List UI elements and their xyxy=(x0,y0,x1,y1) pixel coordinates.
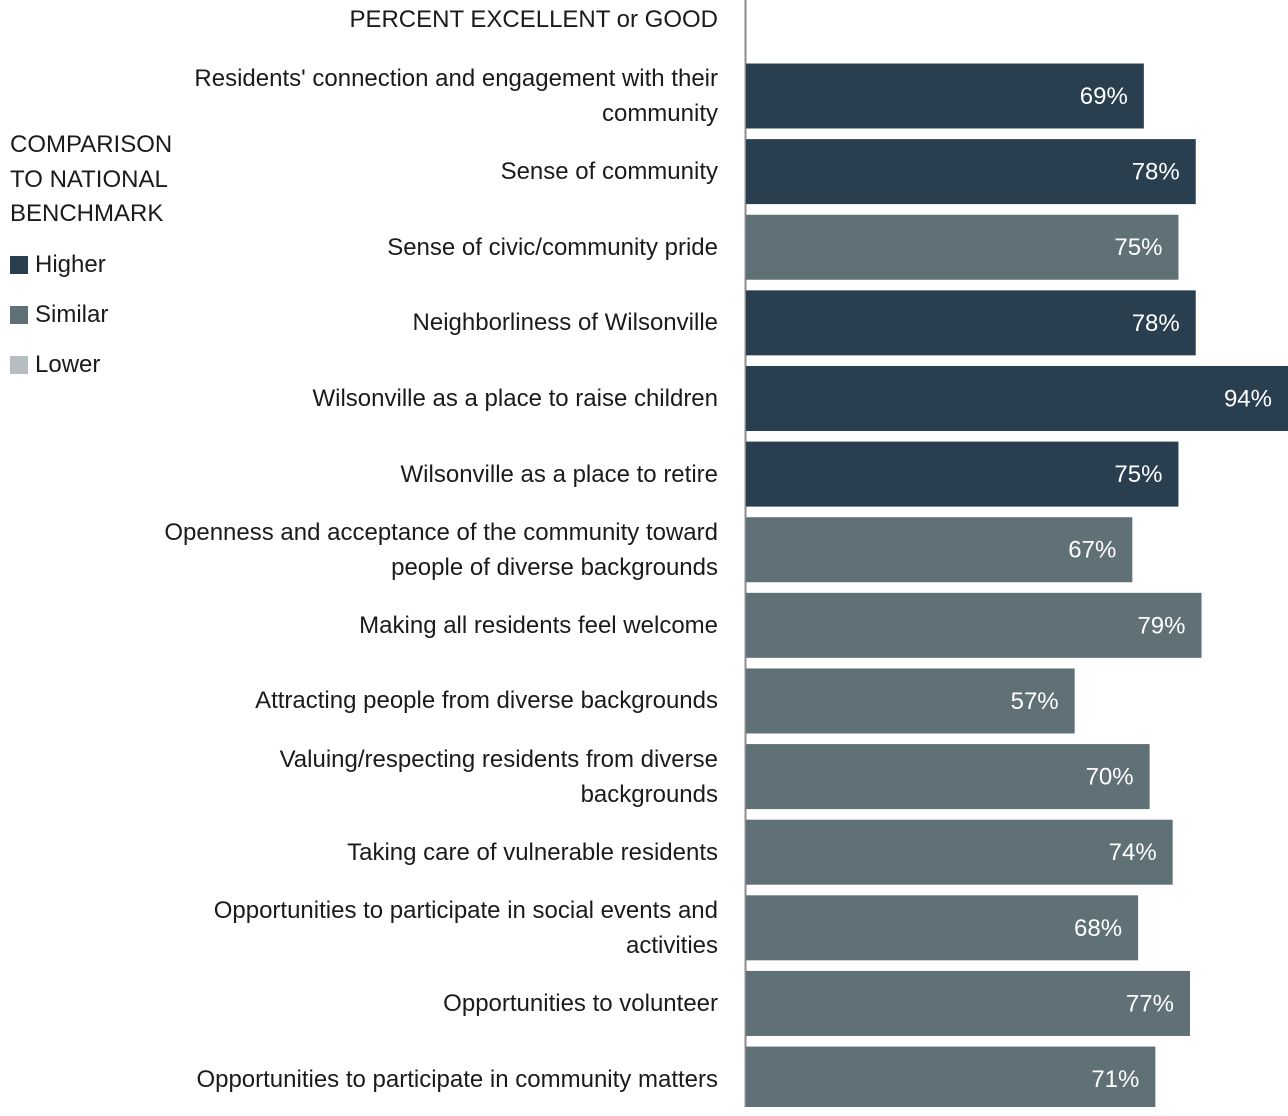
category-label-text: Wilsonville as a place to retire xyxy=(400,460,718,488)
bar xyxy=(746,1046,1156,1107)
category-label: Wilsonville as a place to retire xyxy=(150,437,718,511)
category-label-text: Valuing/respecting residents from divers… xyxy=(279,745,718,808)
bar xyxy=(746,139,1196,205)
category-label: Sense of civic/community pride xyxy=(150,210,718,284)
category-label-text: Sense of community xyxy=(500,158,718,186)
bar-value-label: 75% xyxy=(1114,461,1162,488)
category-label: Opportunities to participate in communit… xyxy=(150,1042,718,1116)
bar-value-label: 69% xyxy=(1080,83,1128,110)
chart-header-label: PERCENT EXCELLENT or GOOD xyxy=(349,6,718,33)
bar xyxy=(746,895,1139,961)
legend-swatch-similar xyxy=(10,305,28,324)
bar xyxy=(746,290,1196,356)
bar xyxy=(746,668,1075,734)
bar-value-label: 71% xyxy=(1091,1066,1139,1093)
category-label-text: Taking care of vulnerable residents xyxy=(347,838,718,866)
category-label: Sense of community xyxy=(150,135,718,209)
bar-value-label: 57% xyxy=(1011,688,1059,715)
bar-value-label: 68% xyxy=(1074,915,1122,942)
category-label: Valuing/respecting residents from divers… xyxy=(150,740,718,814)
bar xyxy=(746,441,1179,507)
bar xyxy=(746,970,1190,1036)
category-label-text: Residents' connection and engagement wit… xyxy=(194,65,718,127)
category-label: Making all residents feel welcome xyxy=(150,588,718,662)
bar-value-label: 78% xyxy=(1132,310,1180,337)
bar-value-label: 75% xyxy=(1114,234,1162,261)
legend-title: COMPARISON TO NATIONAL BENCHMARK xyxy=(10,131,173,227)
category-label-text: Opportunities to volunteer xyxy=(443,989,718,1017)
category-label-text: Opportunities to participate in social e… xyxy=(213,896,718,959)
legend: COMPARISON TO NATIONAL BENCHMARK Higher … xyxy=(10,128,180,390)
bar-value-label: 77% xyxy=(1126,990,1174,1017)
category-label: Wilsonville as a place to raise children xyxy=(150,361,718,435)
category-label-text: Openness and acceptance of the community… xyxy=(164,518,718,581)
legend-label-higher: Higher xyxy=(35,250,106,278)
category-label-text: Wilsonville as a place to raise children xyxy=(312,384,718,412)
category-label-text: Opportunities to participate in communit… xyxy=(196,1065,718,1093)
legend-swatch-higher xyxy=(10,255,28,274)
category-label: Residents' connection and engagement wit… xyxy=(150,59,718,133)
legend-item-higher: Higher xyxy=(10,240,180,290)
category-label: Opportunities to participate in social e… xyxy=(150,891,718,965)
legend-label-similar: Similar xyxy=(35,300,109,328)
bar-value-label: 94% xyxy=(1224,385,1272,412)
legend-item-lower: Lower xyxy=(10,340,180,390)
category-label: Taking care of vulnerable residents xyxy=(150,815,718,889)
bar-value-label: 74% xyxy=(1109,839,1157,866)
bar xyxy=(746,63,1144,129)
category-label-text: Sense of civic/community pride xyxy=(387,233,718,261)
bar xyxy=(746,744,1150,810)
category-label: Attracting people from diverse backgroun… xyxy=(150,664,718,738)
bar-value-label: 78% xyxy=(1132,159,1180,186)
bar-value-label: 79% xyxy=(1137,612,1185,639)
bar xyxy=(746,517,1133,583)
legend-swatch-lower xyxy=(10,355,28,374)
category-label-text: Neighborliness of Wilsonville xyxy=(412,309,718,337)
category-label: Opportunities to volunteer xyxy=(150,966,718,1040)
category-label-text: Attracting people from diverse backgroun… xyxy=(255,687,718,715)
category-label-text: Making all residents feel welcome xyxy=(359,611,718,639)
bar xyxy=(746,592,1202,658)
legend-label-lower: Lower xyxy=(35,350,101,378)
bar xyxy=(746,365,1288,431)
bar xyxy=(746,214,1179,280)
bar-value-label: 67% xyxy=(1068,537,1116,564)
category-label: Neighborliness of Wilsonville xyxy=(150,286,718,360)
bar-value-label: 70% xyxy=(1086,764,1134,791)
category-label: Openness and acceptance of the community… xyxy=(150,513,718,587)
legend-item-similar: Similar xyxy=(10,290,180,340)
bar xyxy=(746,819,1173,885)
